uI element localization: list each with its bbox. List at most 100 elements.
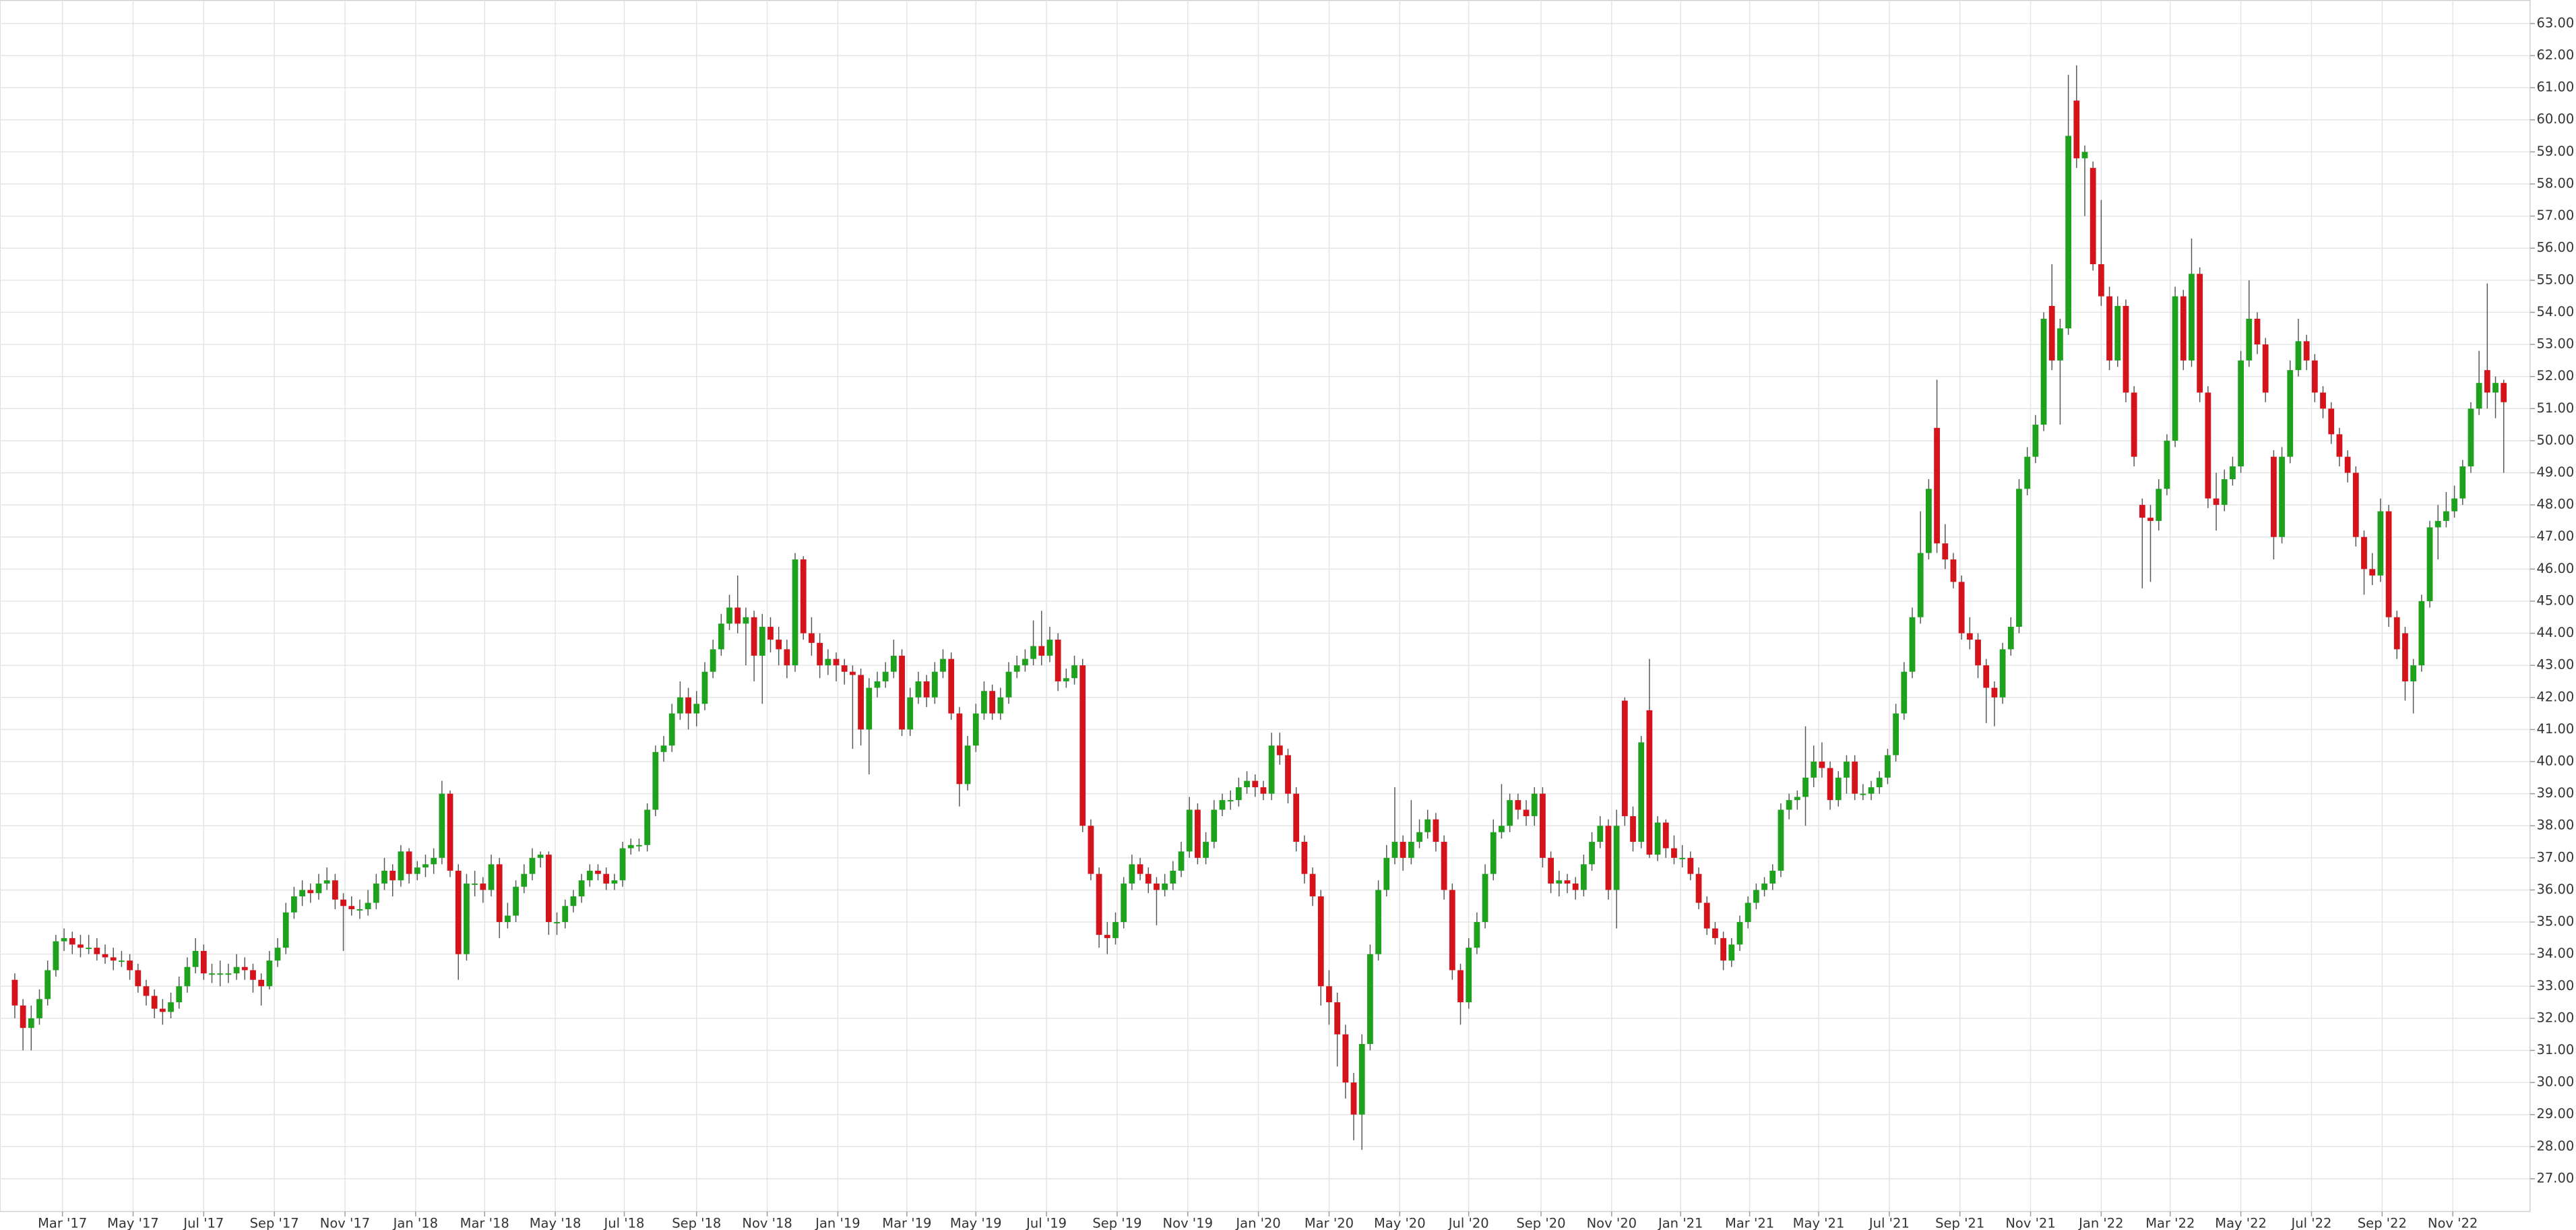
candle-body [2385, 511, 2392, 617]
candle-body [1268, 745, 1275, 794]
x-tick-label: Jan '22 [2077, 1215, 2123, 1230]
x-tick-label: May '19 [950, 1215, 1002, 1230]
candle-body [176, 986, 183, 1003]
candle-body [644, 809, 651, 845]
candle-body [1662, 822, 1669, 849]
candle-body [2311, 360, 2318, 393]
x-tick-label: Mar '22 [2145, 1215, 2195, 1230]
candle-body [2238, 360, 2244, 466]
candle-body [1958, 582, 1965, 634]
candle-body [964, 745, 971, 785]
candle-body [2262, 344, 2269, 393]
candle-body [488, 864, 495, 890]
candle-body [1753, 890, 1759, 903]
candle-body [1876, 777, 1883, 788]
candle-body [28, 1018, 34, 1028]
candle-body [1695, 873, 1702, 903]
candle-body [545, 855, 552, 923]
candle-body [1030, 646, 1036, 659]
x-tick-label: May '20 [1374, 1215, 1426, 1230]
x-tick-label: Jul '17 [182, 1215, 224, 1230]
candle-body [833, 658, 840, 666]
y-tick-label: 54.00 [2536, 304, 2574, 319]
candle-body [414, 867, 420, 874]
candle-body [1358, 1044, 1365, 1115]
candle-body [2492, 383, 2499, 393]
candle-body [1580, 864, 1587, 890]
candle-body [1129, 864, 1135, 884]
y-tick-label: 34.00 [2536, 946, 2574, 961]
candle-body [266, 960, 273, 987]
candle-body [1071, 665, 1077, 679]
candle-body [69, 937, 75, 945]
candle-body [1433, 819, 1439, 842]
y-tick-label: 62.00 [2536, 47, 2574, 63]
candle-body [2114, 305, 2121, 361]
candle-body [217, 973, 224, 975]
x-tick-label: Nov '19 [1163, 1215, 1213, 1230]
candle-body [44, 970, 51, 1000]
candle-body [2147, 518, 2154, 521]
candle-body [923, 681, 930, 698]
candle-body [2336, 434, 2343, 457]
candle-body [184, 966, 191, 987]
candle-body [882, 671, 889, 681]
candle-body [619, 848, 626, 881]
y-tick-label: 50.00 [2536, 432, 2574, 448]
candle-body [1170, 870, 1176, 884]
candle-body [365, 902, 371, 910]
candle-body [1334, 1002, 1341, 1035]
candle-body [1350, 1082, 1357, 1115]
candle-body [701, 671, 708, 704]
candle-body [381, 870, 387, 884]
candle-body [743, 617, 749, 624]
candle-body [315, 883, 322, 894]
candle-body [2254, 318, 2261, 345]
candle-body [2443, 511, 2449, 521]
y-tick-label: 52.00 [2536, 368, 2574, 383]
candle-body [2189, 274, 2195, 361]
x-tick-label: May '18 [530, 1215, 582, 1230]
candle-body [1572, 883, 1579, 890]
candle-body [1466, 948, 1472, 1003]
x-tick-label: Mar '17 [38, 1215, 87, 1230]
y-tick-label: 60.00 [2536, 111, 2574, 127]
candle-body [562, 906, 569, 923]
candle-body [611, 880, 618, 884]
candle-body [1063, 678, 1069, 681]
candle-body [1983, 665, 1990, 688]
candle-body [1827, 768, 1833, 801]
candle-body [1745, 902, 1751, 923]
x-tick-label: Jul '18 [603, 1215, 645, 1230]
candle-body [323, 880, 330, 884]
candle-body [1720, 937, 1726, 961]
candle-body [866, 687, 873, 730]
candle-body [1186, 809, 1193, 852]
candle-body [1301, 842, 1308, 874]
candle-body [2221, 479, 2228, 505]
candle-body [1712, 928, 1718, 938]
candle-body [1556, 880, 1563, 884]
candle-body [2090, 168, 2096, 265]
candle-body [784, 649, 790, 666]
candle-body [1934, 427, 1940, 544]
y-tick-label: 57.00 [2536, 208, 2574, 223]
candle-body [200, 950, 207, 974]
candle-body [2402, 633, 2408, 681]
candle-body [389, 870, 396, 881]
candle-body [972, 713, 979, 746]
x-tick-label: Nov '20 [1587, 1215, 1637, 1230]
candle-body [2501, 383, 2507, 402]
candle-body [529, 857, 536, 874]
y-tick-label: 36.00 [2536, 882, 2574, 897]
y-tick-label: 61.00 [2536, 80, 2574, 95]
candle-body [1885, 755, 1891, 778]
candle-body [1449, 890, 1455, 971]
candle-body [2164, 440, 2170, 489]
candle-body [1038, 646, 1045, 656]
candle-body [1383, 857, 1390, 890]
candle-body [20, 1005, 26, 1028]
candle-body [570, 896, 577, 906]
candle-body [1309, 873, 1316, 896]
